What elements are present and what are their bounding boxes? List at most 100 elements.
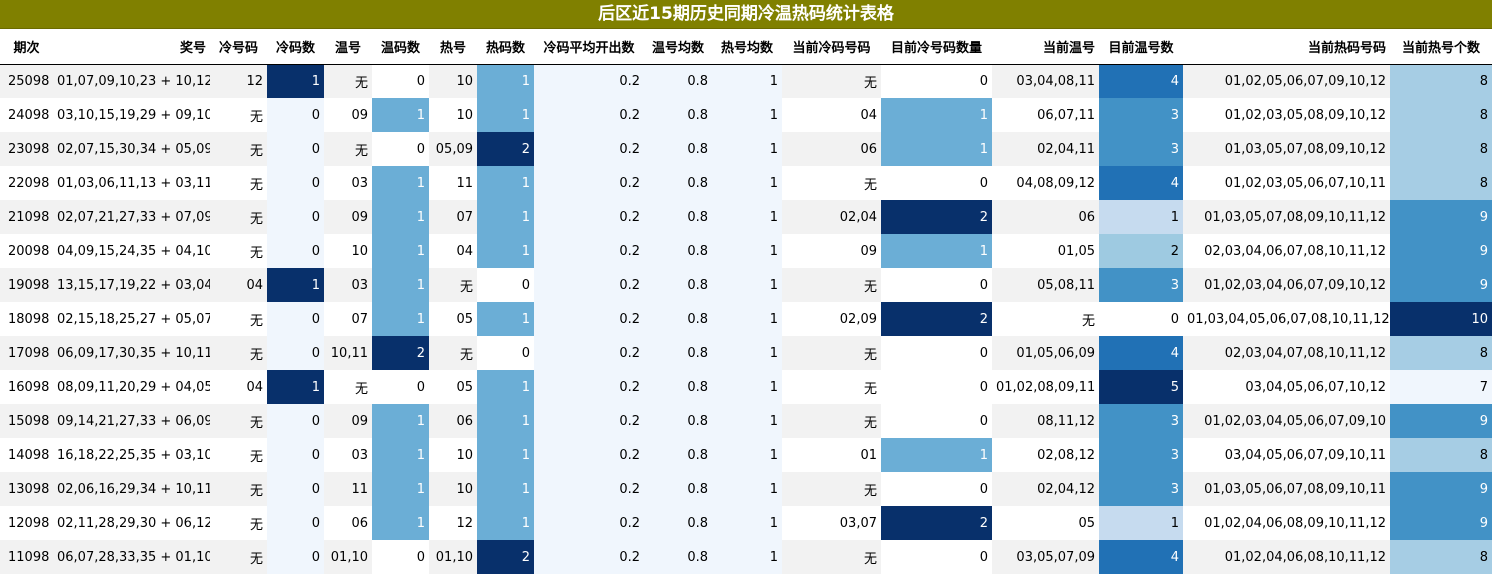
cell-current-hot-count: 8: [1390, 132, 1492, 166]
cell-current-hot-count: 8: [1390, 64, 1492, 98]
cell-cold-average: 0.2: [534, 132, 644, 166]
cell-winning-numbers: 03,10,15,19,29 + 09,10: [53, 98, 210, 132]
cell-current-hot-numbers: 01,02,03,04,05,06,07,09,10: [1183, 404, 1390, 438]
cell-hot-average: 1: [712, 64, 782, 98]
cell-current-warm-numbers: 无: [992, 302, 1099, 336]
cell-cold-numbers: 12: [210, 64, 267, 98]
cell-current-warm-count: 0: [1099, 302, 1183, 336]
cell-current-cold-count: 0: [881, 540, 992, 574]
stats-table: 期次 奖号 冷号码 冷码数 温号 温码数 热号 热码数 冷码平均开出数 温号均数…: [0, 29, 1492, 574]
cell-cold-numbers: 04: [210, 268, 267, 302]
col-header-hot-numbers: 热号: [429, 29, 477, 65]
cell-warm-average: 0.8: [644, 98, 712, 132]
cell-warm-count: 1: [372, 200, 429, 234]
cell-warm-average: 0.8: [644, 132, 712, 166]
cell-cold-count: 0: [267, 132, 324, 166]
table-row: 24098 03,10,15,19,29 + 09,10 无 0 09 1 10 1 0.2 0.…: [0, 98, 1492, 132]
cell-winning-numbers: 01,07,09,10,23 + 10,12: [53, 64, 210, 98]
table-row: 20098 04,09,15,24,35 + 04,10 无 0 10 1 04 1 0.2 0.…: [0, 234, 1492, 268]
cell-cold-numbers: 无: [210, 200, 267, 234]
cell-cold-average: 0.2: [534, 200, 644, 234]
cell-current-hot-count: 9: [1390, 268, 1492, 302]
cell-current-hot-numbers: 01,02,03,05,06,07,10,11: [1183, 166, 1390, 200]
cell-warm-average: 0.8: [644, 506, 712, 540]
cell-winning-numbers: 02,15,18,25,27 + 05,07: [53, 302, 210, 336]
cell-period: 13098: [0, 472, 53, 506]
cell-current-warm-count: 3: [1099, 268, 1183, 302]
cell-warm-count: 1: [372, 438, 429, 472]
cell-cold-average: 0.2: [534, 234, 644, 268]
cell-current-cold-numbers: 01: [782, 438, 881, 472]
col-header-cold-average: 冷码平均开出数: [534, 29, 644, 65]
cell-current-hot-count: 9: [1390, 200, 1492, 234]
cell-cold-count: 0: [267, 166, 324, 200]
cell-hot-average: 1: [712, 540, 782, 574]
cell-cold-count: 1: [267, 370, 324, 404]
cell-cold-average: 0.2: [534, 506, 644, 540]
cell-current-hot-count: 8: [1390, 166, 1492, 200]
cell-warm-numbers: 无: [324, 370, 372, 404]
cell-current-cold-count: 0: [881, 404, 992, 438]
cell-winning-numbers: 02,07,21,27,33 + 07,09: [53, 200, 210, 234]
cell-current-cold-count: 1: [881, 234, 992, 268]
cell-cold-numbers: 无: [210, 540, 267, 574]
cell-current-cold-numbers: 无: [782, 404, 881, 438]
cell-current-warm-count: 2: [1099, 234, 1183, 268]
cell-hot-numbers: 04: [429, 234, 477, 268]
cell-cold-numbers: 无: [210, 302, 267, 336]
cell-winning-numbers: 04,09,15,24,35 + 04,10: [53, 234, 210, 268]
col-header-warm-count: 温码数: [372, 29, 429, 65]
cell-current-warm-numbers: 01,02,08,09,11: [992, 370, 1099, 404]
cell-cold-average: 0.2: [534, 268, 644, 302]
cell-current-warm-numbers: 02,04,11: [992, 132, 1099, 166]
col-header-current-hot-count: 当前热号个数: [1390, 29, 1492, 65]
cell-period: 23098: [0, 132, 53, 166]
cell-warm-count: 1: [372, 166, 429, 200]
col-header-current-cold-count: 目前冷号码数量: [881, 29, 992, 65]
cell-warm-average: 0.8: [644, 370, 712, 404]
cell-warm-numbers: 07: [324, 302, 372, 336]
cell-current-warm-count: 4: [1099, 166, 1183, 200]
cell-warm-numbers: 无: [324, 132, 372, 166]
cell-hot-numbers: 06: [429, 404, 477, 438]
cell-warm-count: 0: [372, 540, 429, 574]
cell-cold-numbers: 无: [210, 438, 267, 472]
col-header-current-warm-numbers: 当前温号: [992, 29, 1099, 65]
cell-warm-count: 1: [372, 506, 429, 540]
cell-hot-numbers: 10: [429, 472, 477, 506]
cell-warm-average: 0.8: [644, 336, 712, 370]
cell-current-cold-count: 1: [881, 132, 992, 166]
cell-hot-count: 1: [477, 234, 534, 268]
cell-current-warm-numbers: 05: [992, 506, 1099, 540]
cell-current-hot-count: 9: [1390, 234, 1492, 268]
cell-hot-numbers: 10: [429, 438, 477, 472]
cell-current-warm-numbers: 01,05,06,09: [992, 336, 1099, 370]
cell-current-hot-count: 8: [1390, 540, 1492, 574]
cell-warm-average: 0.8: [644, 302, 712, 336]
cell-cold-count: 0: [267, 404, 324, 438]
cell-warm-numbers: 03: [324, 268, 372, 302]
cell-cold-average: 0.2: [534, 336, 644, 370]
cell-current-warm-numbers: 05,08,11: [992, 268, 1099, 302]
cell-winning-numbers: 02,07,15,30,34 + 05,09: [53, 132, 210, 166]
cell-hot-numbers: 01,10: [429, 540, 477, 574]
cell-current-hot-count: 8: [1390, 98, 1492, 132]
cell-winning-numbers: 02,11,28,29,30 + 06,12: [53, 506, 210, 540]
table-row: 16098 08,09,11,20,29 + 04,05 04 1 无 0 05 1 0.2 0.…: [0, 370, 1492, 404]
cell-current-cold-numbers: 04: [782, 98, 881, 132]
table-row: 21098 02,07,21,27,33 + 07,09 无 0 09 1 07 1 0.2 0.…: [0, 200, 1492, 234]
cell-current-hot-numbers: 02,03,04,06,07,08,10,11,12: [1183, 234, 1390, 268]
cell-hot-count: 1: [477, 472, 534, 506]
cell-current-cold-count: 1: [881, 98, 992, 132]
cell-cold-count: 0: [267, 506, 324, 540]
cell-cold-numbers: 无: [210, 404, 267, 438]
cell-warm-average: 0.8: [644, 64, 712, 98]
cell-current-warm-numbers: 02,08,12: [992, 438, 1099, 472]
cell-current-cold-numbers: 09: [782, 234, 881, 268]
cell-current-warm-numbers: 08,11,12: [992, 404, 1099, 438]
cell-cold-count: 0: [267, 540, 324, 574]
cell-current-cold-numbers: 无: [782, 540, 881, 574]
cell-current-cold-numbers: 无: [782, 64, 881, 98]
cell-current-warm-numbers: 06,07,11: [992, 98, 1099, 132]
cell-cold-numbers: 无: [210, 336, 267, 370]
